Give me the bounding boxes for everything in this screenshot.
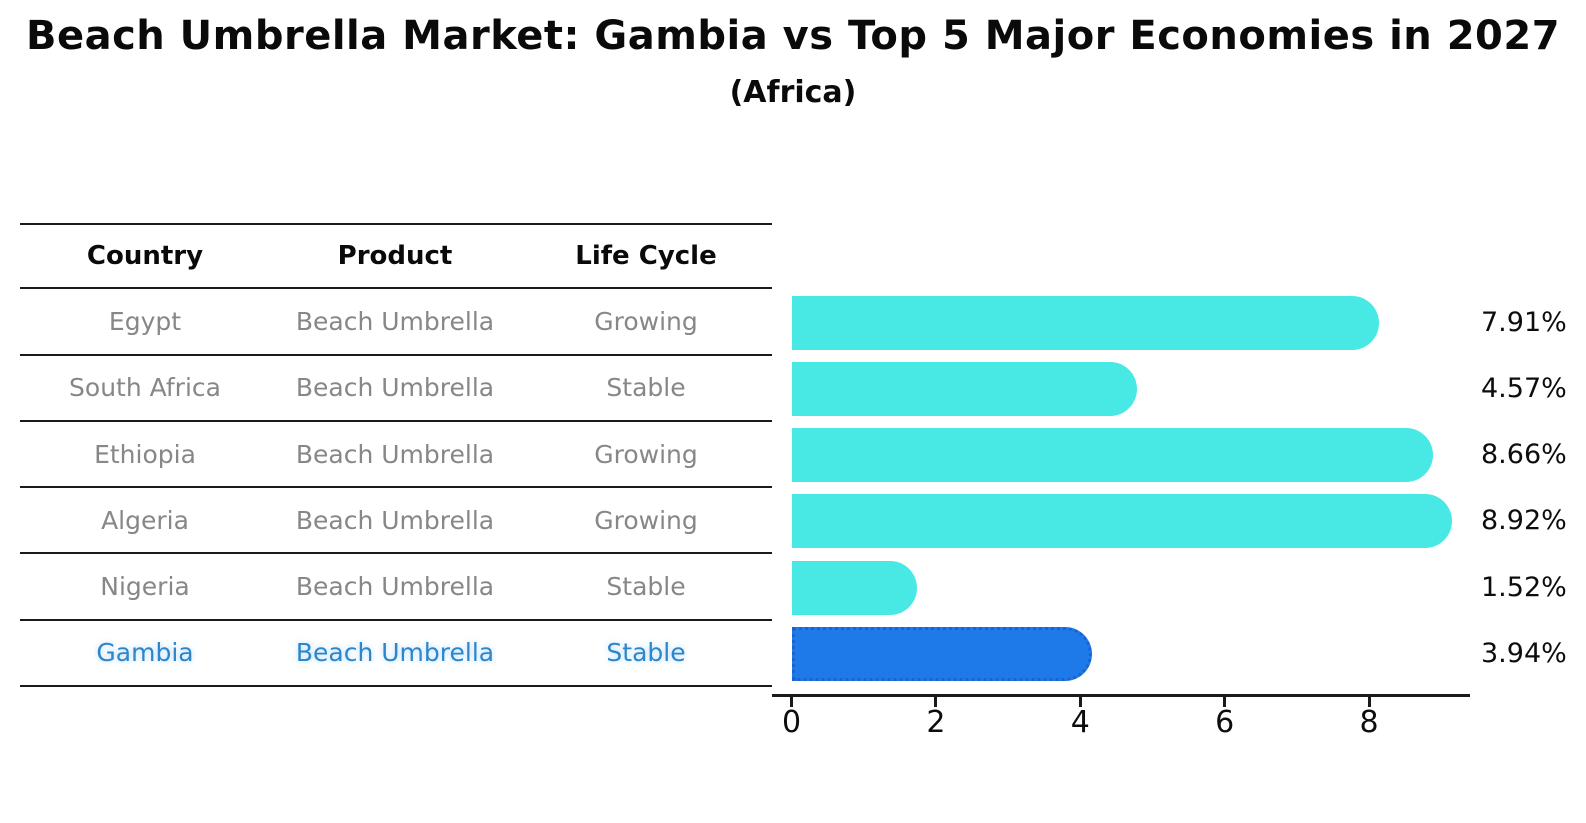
table-row: Gambia Beach Umbrella Stable [20,621,772,688]
table-row: Egypt Beach Umbrella Growing [20,289,772,356]
table-cell-country: Gambia [96,638,194,668]
table-cell-product: Beach Umbrella [295,638,495,668]
table-header-product: Product [337,241,453,272]
table-cell-country: South Africa [69,373,221,403]
bar-ethiopia [791,428,1433,483]
value-label: 8.66% [1481,439,1567,471]
value-label: 1.52% [1481,571,1567,603]
value-label: 3.94% [1481,638,1567,669]
x-axis-line [772,694,1470,697]
x-axis-tick [1078,697,1082,707]
table-cell-country: Algeria [101,505,189,535]
bar-nigeria [791,560,918,615]
value-label: 8.92% [1481,505,1567,537]
comparison-table: Country Product Life Cycle Egypt Beach Um… [20,223,772,688]
table-row: Algeria Beach Umbrella Growing [20,488,772,555]
x-axis-tick [1223,697,1227,707]
table-cell-product: Beach Umbrella [295,505,495,535]
table-cell-country: Egypt [108,306,182,336]
table-cell-country: Nigeria [100,572,190,602]
table-cell-life-cycle: Growing [594,505,698,535]
value-label: 7.91% [1481,306,1567,338]
table-header-country: Country [86,241,204,272]
bar-south-africa [791,361,1138,416]
table-cell-life-cycle: Growing [594,306,698,336]
x-axis-tick-label: 2 [926,705,946,740]
x-axis-tick [1367,697,1371,707]
value-label: 4.57% [1481,372,1567,404]
bar-highlight-gambia [791,627,1092,681]
table-cell-product: Beach Umbrella [295,373,495,403]
table-cell-life-cycle: Stable [606,638,686,668]
x-axis-tick [790,697,793,707]
x-axis-tick-label: 6 [1215,705,1235,740]
x-axis-tick-label: 8 [1359,705,1379,740]
table-row: Ethiopia Beach Umbrella Growing [20,422,772,489]
chart-subtitle: (Africa) [729,75,857,110]
table-cell-life-cycle: Growing [594,439,698,469]
table-cell-product: Beach Umbrella [295,572,495,602]
table-cell-product: Beach Umbrella [295,306,495,336]
table-cell-life-cycle: Stable [606,572,686,602]
table-cell-life-cycle: Stable [606,373,686,403]
bar-egypt [791,295,1379,350]
table-header-life-cycle: Life Cycle [575,241,717,272]
table-header-row: Country Product Life Cycle [20,223,772,290]
x-axis-tick [934,697,938,707]
x-axis-tick-label: 4 [1070,705,1090,740]
page-title: Beach Umbrella Market: Gambia vs Top 5 M… [25,13,1561,59]
bar-algeria [791,494,1452,549]
table-row: South Africa Beach Umbrella Stable [20,356,772,422]
table-body: Egypt Beach Umbrella Growing South Africa Be… [20,289,772,688]
table-row: Nigeria Beach Umbrella Stable [20,554,772,621]
x-axis-tick-label: 0 [781,705,802,740]
table-cell-product: Beach Umbrella [295,439,495,469]
table-cell-country: Ethiopia [94,439,196,469]
